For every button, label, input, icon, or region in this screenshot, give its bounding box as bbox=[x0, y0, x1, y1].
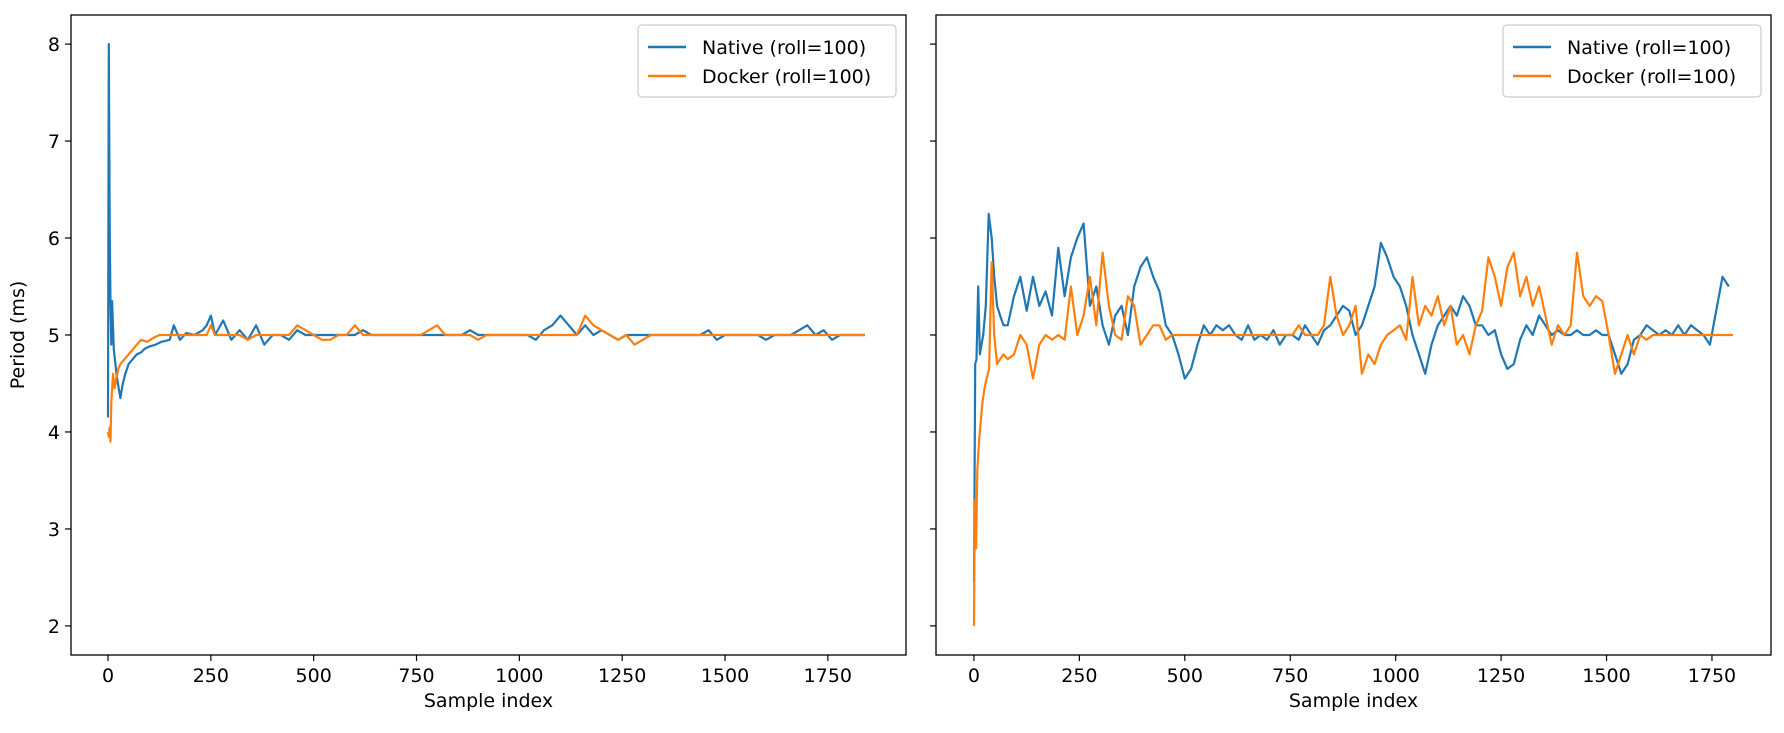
x-tick-label: 500 bbox=[1167, 665, 1203, 687]
x-tick-label: 1000 bbox=[1371, 665, 1419, 687]
legend-label-native: Native (roll=100) bbox=[702, 37, 866, 59]
x-tick-label: 1500 bbox=[1582, 665, 1630, 687]
x-tick-label: 1000 bbox=[495, 665, 543, 687]
y-tick-label: 8 bbox=[48, 34, 60, 56]
y-tick-label: 5 bbox=[48, 325, 60, 347]
legend-frame bbox=[1502, 24, 1762, 98]
series-line-docker bbox=[106, 314, 865, 443]
x-tick-label: 1250 bbox=[598, 665, 646, 687]
x-tick-label: 0 bbox=[968, 665, 980, 687]
legend-frame bbox=[637, 24, 897, 98]
legend-label-native: Native (roll=100) bbox=[1567, 37, 1731, 59]
axes-frame bbox=[935, 14, 1772, 656]
series-line-native bbox=[972, 212, 1730, 583]
legend-label-docker: Docker (roll=100) bbox=[1567, 66, 1736, 88]
x-tick-label: 1750 bbox=[1688, 665, 1736, 687]
x-tick-label: 750 bbox=[398, 665, 434, 687]
x-tick-label: 1250 bbox=[1477, 665, 1525, 687]
y-tick-label: 2 bbox=[48, 616, 60, 638]
y-tick-label: 3 bbox=[48, 519, 60, 541]
legend: Native (roll=100) Docker (roll=100) bbox=[1502, 24, 1762, 98]
series-line-docker bbox=[972, 251, 1733, 626]
x-axis-label: Sample index bbox=[424, 690, 553, 712]
y-tick-label: 4 bbox=[48, 422, 60, 444]
x-tick-label: 1500 bbox=[701, 665, 749, 687]
x-tick-label: 0 bbox=[102, 665, 114, 687]
x-tick-label: 500 bbox=[296, 665, 332, 687]
x-tick-label: 250 bbox=[1061, 665, 1097, 687]
y-tick-label: 7 bbox=[48, 131, 60, 153]
x-tick-label: 1750 bbox=[804, 665, 852, 687]
series-line-native bbox=[106, 43, 865, 418]
y-tick-label: 6 bbox=[48, 228, 60, 250]
chart-panel-2: 0 250 500 750 1000 1250 1500 1750 Sample index Na… bbox=[930, 14, 1772, 712]
x-tick-label: 250 bbox=[193, 665, 229, 687]
x-tick-label: 750 bbox=[1272, 665, 1308, 687]
legend: Native (roll=100) Docker (roll=100) bbox=[637, 24, 897, 98]
x-axis-label: Sample index bbox=[1289, 690, 1418, 712]
legend-label-docker: Docker (roll=100) bbox=[702, 66, 871, 88]
chart-panel-1: 0 250 500 750 1000 1250 1500 1750 2 3 4 5 6 7 8 Sample … bbox=[7, 14, 907, 712]
y-axis-label: Period (ms) bbox=[7, 281, 29, 390]
